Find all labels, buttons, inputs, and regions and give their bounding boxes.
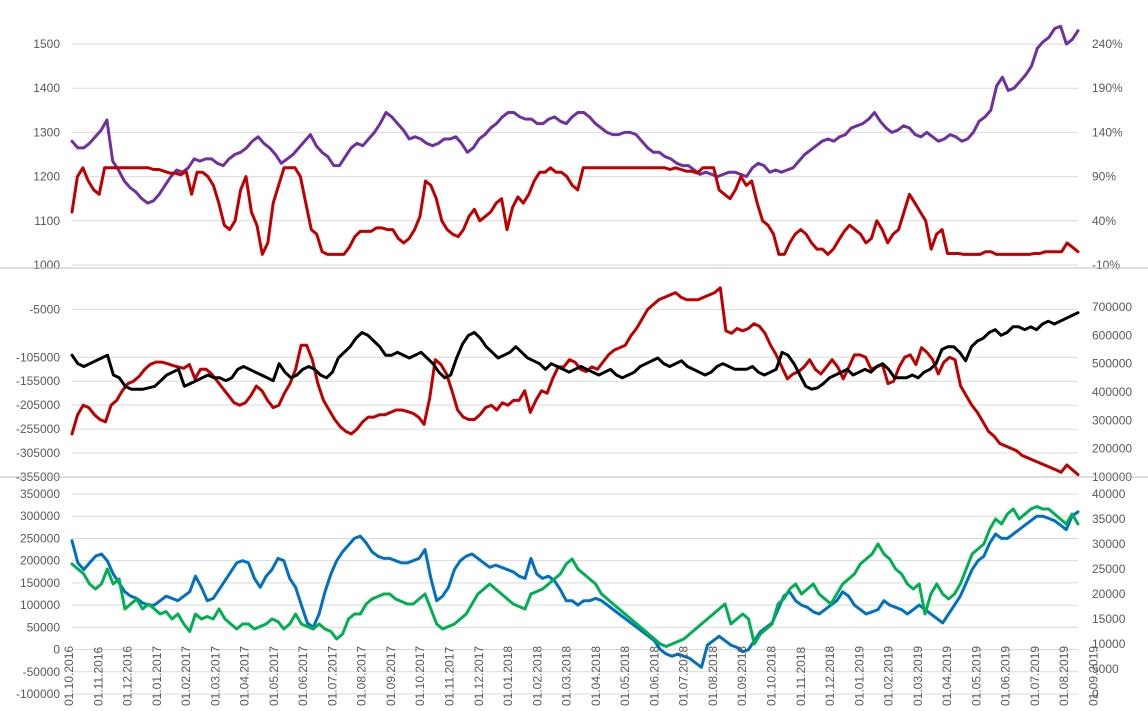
left-tick-label: 150000 — [20, 576, 60, 590]
right-tick-label: 25000 — [1092, 562, 1126, 576]
left-tick-label: 1300 — [33, 125, 60, 139]
right-tick-label: 30000 — [1092, 537, 1126, 551]
x-tick-label: 01.08.2019 — [1057, 646, 1071, 706]
left-tick-label: -255000 — [16, 422, 60, 436]
right-tick-label: 700000 — [1092, 300, 1132, 314]
left-tick-label: -305000 — [16, 446, 60, 460]
right-tick-label: -10% — [1092, 258, 1120, 272]
x-tick-label: 01.02.2019 — [882, 646, 896, 706]
x-tick-label: 01.02.2017 — [179, 646, 193, 706]
series-line-1-2 — [70, 166, 1080, 256]
right-tick-label: 190% — [1092, 81, 1123, 95]
x-tick-label: 01.02.2018 — [530, 646, 544, 706]
x-tick-label: 01.04.2019 — [940, 646, 954, 706]
x-tick-label: 01.10.2018 — [764, 646, 778, 706]
x-tick-label: 01.09.2018 — [735, 646, 749, 706]
left-tick-label: 1500 — [33, 37, 60, 51]
right-tick-label: 600000 — [1092, 328, 1132, 342]
x-tick-label: 01.11.2017 — [443, 647, 457, 706]
left-tick-label: 200000 — [20, 554, 60, 568]
left-tick-label: -50000 — [23, 665, 61, 679]
x-tick-label: 01.05.2017 — [267, 646, 281, 706]
x-tick-label: 01.12.2016 — [121, 646, 135, 706]
left-tick-label: 300000 — [20, 509, 60, 523]
x-tick-label: 01.01.2018 — [501, 646, 515, 706]
left-tick-label: 1100 — [34, 214, 60, 228]
x-tick-label: 01.09.2017 — [384, 646, 398, 706]
x-tick-label: 01.06.2017 — [296, 646, 310, 706]
x-tick-label: 01.09.2019 — [1086, 646, 1100, 706]
x-tick-label: 01.03.2017 — [208, 646, 222, 706]
left-tick-label: -5000 — [29, 302, 60, 316]
x-tick-label: 01.05.2019 — [969, 646, 983, 706]
right-tick-label: 5000 — [1092, 662, 1119, 676]
right-tick-label: 140% — [1092, 125, 1123, 139]
x-tick-label: 01.10.2016 — [62, 646, 76, 706]
left-tick-label: 250000 — [20, 531, 60, 545]
left-tick-label: 1000 — [33, 258, 60, 272]
right-tick-label: 90% — [1092, 170, 1116, 184]
right-tick-label: 500000 — [1092, 357, 1132, 371]
series-line-3-2 — [70, 505, 1080, 648]
left-tick-label: -100000 — [16, 687, 60, 701]
x-tick-label: 01.12.2018 — [823, 646, 837, 706]
right-tick-label: 400000 — [1092, 385, 1132, 399]
x-tick-label: 01.08.2017 — [355, 646, 369, 706]
x-tick-label: 01.01.2017 — [150, 646, 164, 706]
right-tick-label: 10000 — [1092, 637, 1126, 651]
right-tick-label: 300000 — [1092, 413, 1132, 427]
right-tick-label: 200000 — [1092, 442, 1132, 456]
left-tick-label: -205000 — [16, 398, 60, 412]
right-tick-label: 20000 — [1092, 587, 1126, 601]
x-tick-label: 01.04.2018 — [589, 646, 603, 706]
x-tick-label: 01.03.2018 — [560, 646, 574, 706]
series-line-3-1 — [70, 510, 1080, 669]
left-tick-label: 1200 — [33, 170, 60, 184]
x-tick-label: 01.12.2017 — [472, 646, 486, 706]
x-tick-label: 01.03.2019 — [911, 646, 925, 706]
right-tick-label: 40000 — [1092, 487, 1126, 501]
left-tick-label: 350000 — [20, 487, 60, 501]
x-tick-label: 01.06.2018 — [647, 646, 661, 706]
left-tick-label: 0 — [53, 643, 60, 657]
x-tick-label: 01.01.2019 — [852, 646, 866, 706]
x-tick-label: 01.07.2018 — [677, 646, 691, 706]
right-tick-label: 0 — [1092, 687, 1099, 701]
series-line-2-1 — [70, 286, 1080, 477]
x-tick-label: 01.04.2017 — [238, 646, 252, 706]
x-tick-label: 01.05.2018 — [618, 646, 632, 706]
left-tick-label: 1400 — [33, 81, 60, 95]
right-tick-label: 240% — [1092, 37, 1123, 51]
x-tick-label: 01.10.2017 — [413, 646, 427, 706]
right-tick-label: 15000 — [1092, 612, 1126, 626]
left-tick-label: 100000 — [20, 598, 60, 612]
right-tick-label: 35000 — [1092, 512, 1126, 526]
left-tick-label: -155000 — [16, 374, 60, 388]
x-tick-label: 01.06.2019 — [999, 646, 1013, 706]
x-tick-label: 01.11.2018 — [794, 647, 808, 706]
left-tick-label: -105000 — [16, 350, 60, 364]
left-tick-label: 50000 — [27, 620, 61, 634]
series-line-1-1 — [70, 24, 1080, 205]
right-tick-label: 40% — [1092, 214, 1116, 228]
x-tick-label: 01.07.2019 — [1028, 646, 1042, 706]
x-tick-label: 01.07.2017 — [325, 646, 339, 706]
x-tick-label: 01.11.2016 — [91, 647, 105, 706]
x-tick-label: 01.08.2018 — [706, 646, 720, 706]
series-line-2-2 — [70, 311, 1080, 391]
